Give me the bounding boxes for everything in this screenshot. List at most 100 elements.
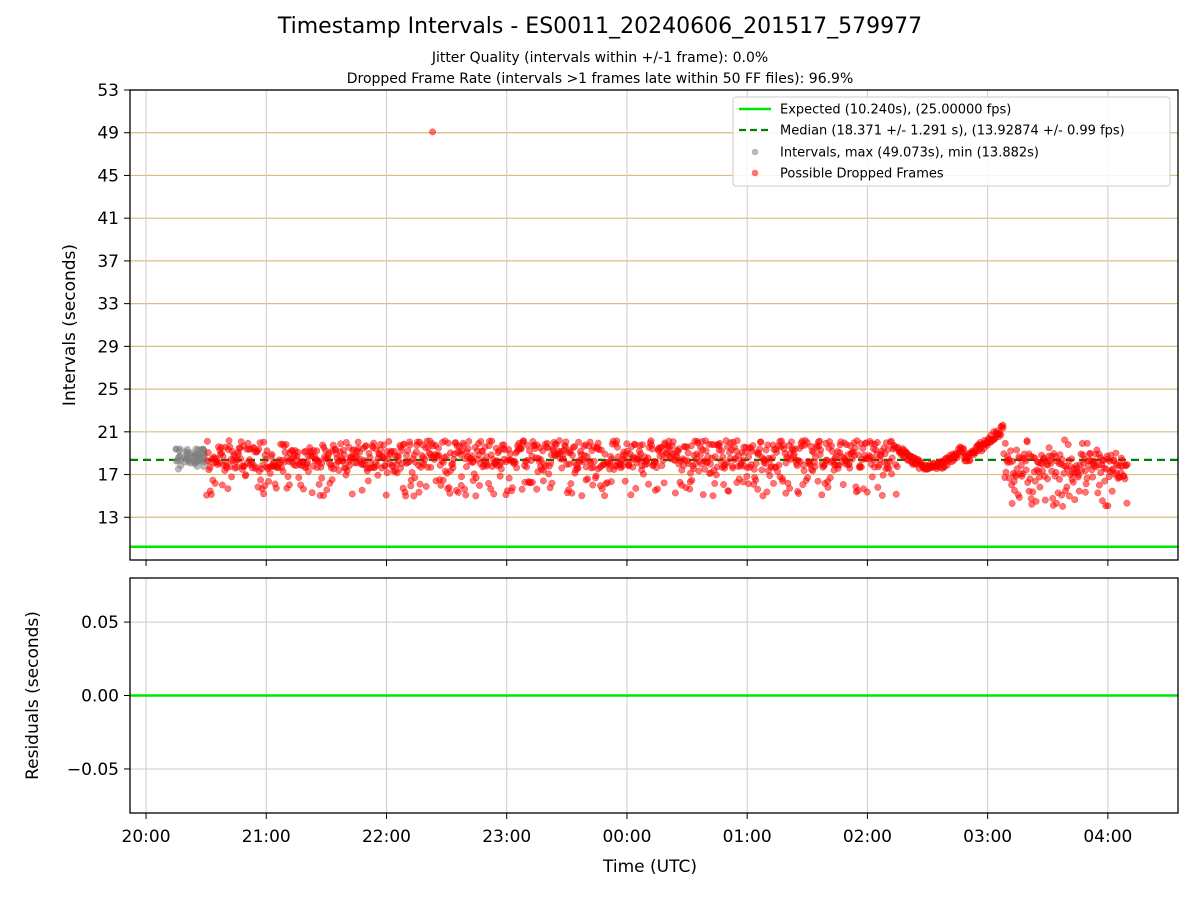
dropped-frame-point [335, 467, 343, 474]
dropped-frame-point [800, 467, 808, 475]
dropped-frame-point [257, 476, 265, 484]
dropped-frame-point [762, 460, 770, 467]
dropped-frame-point [497, 465, 505, 473]
dropped-frame-point [711, 453, 719, 461]
dropped-frame-point [446, 489, 454, 497]
dropped-frame-point [846, 464, 854, 472]
dropped-frame-point [770, 479, 777, 487]
dropped-frame-point [1064, 441, 1072, 448]
x-tick-label: 00:00 [602, 827, 651, 847]
dropped-frame-point [308, 489, 316, 497]
dropped-frame-point [816, 437, 824, 445]
dropped-frame-point [885, 464, 893, 472]
dropped-frame-point [775, 461, 783, 469]
dropped-frame-point [558, 464, 566, 472]
dropped-frame-point [464, 445, 472, 453]
dropped-frame-point [756, 445, 764, 453]
dropped-frame-point [211, 479, 219, 487]
dropped-frame-point [385, 438, 393, 445]
dropped-frame-point [686, 485, 694, 493]
dropped-frame-point [1123, 461, 1131, 469]
dropped-frame-point [632, 484, 640, 492]
dropped-frame-point [716, 439, 724, 447]
top-scatter-points [172, 128, 1131, 510]
dropped-frame-point [1081, 467, 1089, 475]
dropped-frame-point [454, 488, 462, 496]
dropped-frame-point [1081, 488, 1089, 496]
dropped-frame-point [407, 482, 415, 490]
dropped-frame-point [518, 485, 526, 493]
y-tick-label: 13 [97, 508, 119, 528]
dropped-frame-point [960, 445, 968, 453]
bottom-axes: 0.05 0.00 −0.05 20:00 21:00 22:00 23:00 00:00 01… [23, 577, 1179, 877]
dropped-frame-point [523, 463, 531, 471]
interval-point [183, 445, 191, 453]
dropped-frame-point [1056, 475, 1063, 483]
dropped-frame-point [1089, 473, 1097, 481]
dropped-frame-point [207, 491, 215, 498]
dropped-frame-point [688, 476, 696, 484]
dropped-frame-point [513, 464, 521, 472]
dropped-frame-point [539, 477, 547, 485]
y-tick-label: 21 [97, 423, 119, 443]
dropped-frame-point [383, 469, 391, 477]
dropped-frame-point [295, 474, 303, 481]
dropped-frame-point [1049, 494, 1057, 502]
dropped-frame-point [370, 439, 378, 447]
dropped-frame-point [354, 438, 362, 446]
dropped-frame-point [1082, 480, 1090, 488]
y-tick-label: 17 [97, 466, 119, 486]
dropped-frame-point [279, 467, 287, 475]
dropped-frame-point [395, 452, 403, 460]
x-tick-label: 04:00 [1083, 827, 1132, 847]
dropped-frame-point [358, 486, 366, 494]
dropped-frame-point [878, 491, 886, 499]
dropped-frame-point [879, 471, 887, 479]
dropped-frame-point [364, 477, 372, 485]
dropped-frame-point [711, 480, 719, 487]
y-tick-label: 49 [97, 124, 119, 144]
dropped-frame-point [733, 437, 741, 445]
dropped-frame-point [562, 438, 570, 446]
chart-subtitle-jitter: Jitter Quality (intervals within +/-1 fr… [431, 50, 769, 66]
dropped-frame-point [706, 460, 714, 468]
dropped-frame-point [1013, 446, 1021, 454]
y-tick-label: 29 [97, 337, 119, 357]
dropped-frame-point [1075, 487, 1083, 495]
dropped-frame-point [598, 485, 606, 493]
dropped-frame-point [203, 437, 211, 445]
dropped-frame-point [299, 485, 307, 493]
dropped-frame-point [410, 492, 418, 500]
dropped-frame-point [773, 448, 781, 456]
dropped-frame-point [586, 438, 594, 446]
dropped-frame-point [477, 437, 485, 445]
dropped-frame-point [263, 447, 271, 455]
dropped-frame-point [669, 438, 677, 446]
dropped-frame-point [449, 464, 457, 472]
dropped-frame-point [1008, 500, 1016, 507]
y-tick-label: 37 [97, 252, 119, 272]
dropped-frame-point [754, 485, 762, 493]
dropped-frame-point [868, 473, 876, 481]
dropped-frame-point [648, 445, 656, 453]
x-tick-label: 22:00 [362, 827, 411, 847]
x-axis-label: Time (UTC) [602, 857, 697, 877]
dropped-frame-point [1065, 492, 1073, 500]
dropped-frame-point [472, 492, 480, 500]
dropped-frame-point [659, 456, 667, 464]
dropped-frame-point [584, 475, 592, 483]
dropped-frame-point [398, 447, 406, 454]
dropped-frame-point [505, 474, 513, 482]
interval-point [193, 457, 201, 465]
dropped-frame-point [435, 444, 442, 452]
dropped-frame-point [758, 466, 766, 474]
dropped-frame-point [570, 443, 578, 451]
interval-point [172, 457, 180, 465]
dropped-frame-point [272, 484, 280, 492]
dropped-frame-point [545, 470, 553, 478]
dropped-frame-point [340, 451, 348, 459]
dropped-frame-point [328, 476, 336, 484]
dropped-frame-point [406, 441, 414, 449]
dropped-frame-point [639, 470, 647, 478]
dropped-frame-point [888, 470, 896, 478]
